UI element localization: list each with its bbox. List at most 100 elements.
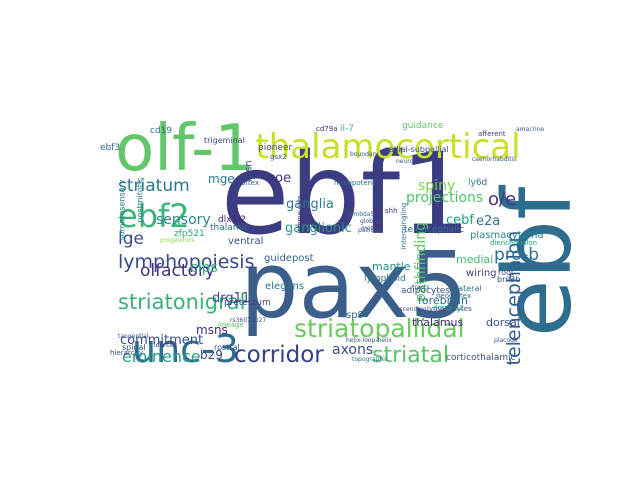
cloud-word: multipotent — [334, 179, 375, 187]
cloud-word: identity — [154, 342, 177, 349]
cloud-word: commitment — [120, 333, 203, 348]
cloud-word: msn — [244, 160, 255, 181]
cloud-word: lymphopoiesis — [118, 251, 255, 273]
cloud-word: telencephalon — [503, 231, 525, 366]
cloud-word: wiring — [466, 268, 497, 279]
cloud-word: root — [498, 268, 514, 277]
cloud-word: motor — [361, 225, 380, 232]
cloud-word: striatonigral — [118, 290, 245, 314]
cloud-word: pretectum — [224, 298, 271, 308]
cloud-word: olf-1 — [115, 112, 255, 186]
cloud-word: lymphocytes — [427, 305, 472, 313]
cloud-word: ly6d — [468, 178, 487, 188]
cloud-word: hierarchy — [110, 349, 143, 357]
cloud-word: lge — [118, 229, 144, 249]
cloud-word: corridor — [234, 342, 324, 368]
cloud-word: postmitotic — [136, 177, 145, 222]
cloud-word: intermingling — [400, 203, 408, 250]
cloud-word: ebf — [484, 185, 593, 338]
cloud-word: sensory — [156, 212, 211, 228]
cloud-word: ascending — [396, 306, 427, 313]
cloud-word: spinal — [122, 343, 146, 352]
cloud-word: pallial-subpallial — [384, 145, 449, 154]
cloud-word: forebrain — [418, 294, 468, 307]
cloud-word: unc-3 — [132, 327, 239, 371]
cloud-word: pro-b — [494, 245, 539, 265]
cloud-word: pax5 — [240, 232, 468, 339]
cloud-word: guidepost — [264, 253, 314, 264]
cloud-word: somatosensory — [118, 179, 127, 240]
cloud-word: dorsal — [486, 316, 520, 329]
cloud-word: rostral — [214, 343, 240, 352]
cloud-word: ganglionic — [285, 221, 352, 236]
cloud-word: lateral — [456, 284, 482, 293]
cloud-word: e2a — [476, 214, 500, 229]
cloud-word: lymphoid — [364, 274, 406, 284]
cloud-word: tangential — [118, 333, 149, 340]
cloud-word: rs36071027 — [230, 317, 266, 324]
cloud-word: afferent — [478, 130, 506, 138]
cloud-word: sp9 — [346, 310, 364, 321]
cloud-word: lineage — [218, 321, 244, 329]
cloud-word: il-7 — [340, 124, 354, 134]
cloud-word: tracts — [412, 284, 429, 291]
cloud-word: thalamus — [412, 316, 464, 329]
cloud-word: b29 — [200, 348, 223, 362]
cloud-word: trigeminal — [204, 136, 245, 145]
cloud-word: cortex — [237, 179, 259, 187]
cloud-word: adipocytes — [401, 286, 450, 296]
cloud-word: axons — [332, 342, 373, 358]
cloud-word: striatum — [118, 176, 190, 196]
cloud-word: striatopallidal — [294, 314, 465, 343]
cloud-word: interneurons — [297, 195, 304, 233]
cloud-word: ganglia — [286, 197, 334, 212]
cloud-word: plasmacytoma — [470, 230, 544, 241]
cloud-word: thalamocortical — [255, 127, 520, 167]
cloud-word: topographic — [352, 356, 388, 363]
cloud-word: ebf1 — [221, 130, 472, 260]
cloud-word: shh — [385, 207, 398, 215]
cloud-word: o/e — [488, 189, 516, 210]
cloud-word: pathfinding — [413, 222, 429, 302]
cloud-word: amacrine — [516, 126, 544, 133]
cloud-word: elegans — [265, 281, 304, 292]
cloud-word: corticothalamic — [446, 353, 516, 363]
cloud-word: ventral — [228, 236, 263, 247]
cloud-word: ebf3 — [100, 143, 120, 153]
cloud-word: medial — [456, 253, 493, 266]
cloud-word: dlx1/2 — [218, 215, 246, 225]
cloud-word: brn3b — [497, 275, 520, 284]
cloud-word: dorsp-12 — [433, 304, 464, 312]
cloud-word: clps — [190, 260, 218, 276]
cloud-word: boundary — [350, 151, 379, 158]
cloud-word: telencephalic — [404, 225, 464, 235]
cloud-word: helix-loop-helix — [346, 337, 392, 344]
cloud-word: guidance — [402, 121, 444, 131]
cloud-word: neocortex — [436, 292, 471, 300]
cloud-word: spiny — [418, 178, 455, 194]
cloud-word: cd19 — [150, 126, 172, 136]
cloud-word: olfactory — [140, 261, 215, 281]
cloud-word: coe — [268, 171, 291, 186]
cloud-word: projections — [406, 190, 483, 206]
cloud-word: striatal — [372, 343, 449, 368]
cloud-word: diencephalon — [490, 239, 537, 247]
cloud-word: pallidus — [358, 227, 381, 234]
cloud-word: mge — [208, 172, 235, 186]
cloud-word: caenorhabditis — [472, 156, 516, 163]
cloud-word: lambda5 — [348, 211, 374, 218]
cloud-word: progenitors — [160, 237, 194, 244]
cloud-word: cebf — [446, 213, 474, 228]
cloud-word: placode — [494, 337, 518, 344]
cloud-word: drg11 — [212, 291, 250, 306]
cloud-background — [104, 112, 556, 360]
cloud-word: globus — [360, 218, 380, 225]
cloud-word: eminence — [122, 347, 201, 366]
cloud-word: neuron — [396, 158, 417, 165]
cloud-word: msns — [196, 323, 228, 337]
cloud-word: cd79a — [316, 125, 338, 133]
cloud-word: pioneer — [258, 143, 292, 153]
cloud-word: gsx2 — [270, 153, 287, 161]
cloud-word: thalamic — [210, 223, 249, 233]
